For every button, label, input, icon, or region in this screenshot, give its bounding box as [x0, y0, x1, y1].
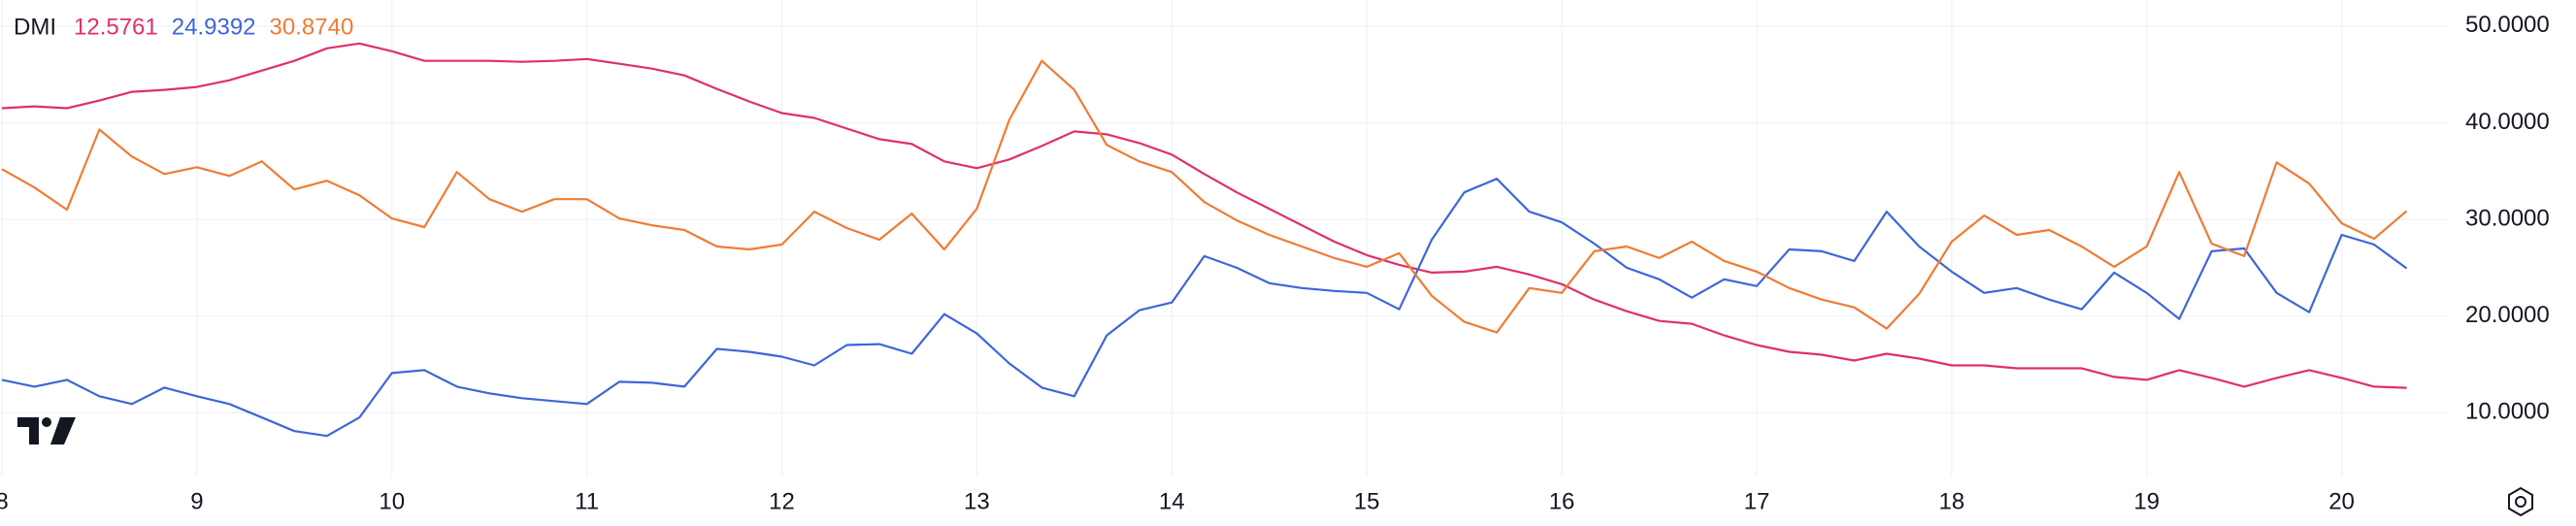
series-line	[1, 42, 2407, 389]
legend-value: 30.8740	[270, 14, 354, 40]
y-tick-label: 30.0000	[2465, 205, 2550, 231]
x-tick-label: 12	[769, 488, 795, 514]
x-tick-label: 8	[0, 488, 9, 514]
x-tick-label: 11	[575, 488, 599, 514]
x-tick-label: 20	[2328, 488, 2355, 514]
grid	[0, 0, 2448, 476]
y-tick-label: 10.0000	[2465, 399, 2550, 425]
y-tick-label: 40.0000	[2465, 109, 2550, 135]
x-tick-label: 19	[2133, 488, 2160, 514]
tradingview-logo	[17, 417, 76, 444]
axes: 10.0000 20.0000 30.0000 40.0000 50.0000 8 9 10 1…	[0, 12, 2550, 514]
x-tick-label: 16	[1549, 488, 1575, 514]
chart-title: DMI	[14, 14, 56, 40]
legend-value: 24.9392	[172, 14, 256, 40]
series-line	[1, 178, 2408, 438]
x-tick-label: 17	[1744, 488, 1770, 514]
legend-value: 12.5761	[74, 14, 158, 40]
x-tick-label: 14	[1159, 488, 1185, 514]
x-tick-label: 10	[379, 488, 405, 514]
settings-icon[interactable]	[2508, 486, 2533, 517]
legend: DMI 12.5761 24.9392 30.8740	[14, 14, 353, 40]
series-line	[1, 59, 2408, 334]
y-tick-label: 20.0000	[2465, 302, 2550, 328]
x-tick-label: 18	[1938, 488, 1965, 514]
x-tick-label: 13	[964, 488, 990, 514]
y-tick-label: 50.0000	[2465, 12, 2550, 38]
x-tick-label: 9	[190, 488, 203, 514]
x-tick-label: 15	[1354, 488, 1380, 514]
